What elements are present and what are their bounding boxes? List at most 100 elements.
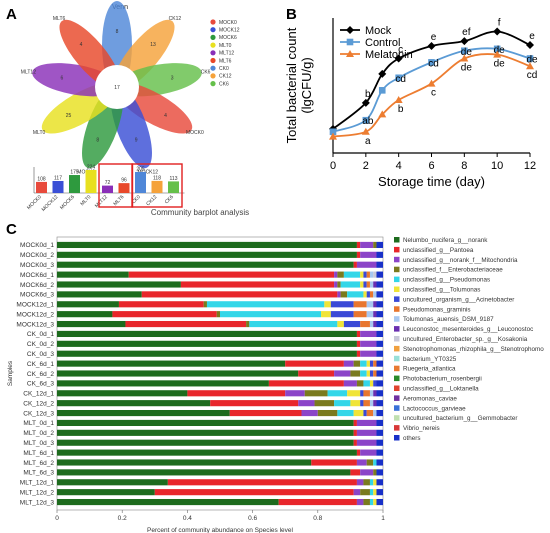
taxon-legend-swatch bbox=[394, 385, 400, 391]
community-segment bbox=[373, 301, 377, 308]
community-segment bbox=[57, 479, 168, 486]
series-point bbox=[427, 41, 436, 50]
community-segment bbox=[373, 241, 377, 249]
set-size-bar-chart: 108MOCK0117MOCK12175MOCK6224MLT072MLT129… bbox=[26, 163, 185, 213]
venn-core bbox=[95, 65, 139, 109]
legend-label-control: Control bbox=[365, 37, 400, 49]
taxon-legend-label: Tolumonas_auensis_DSM_9187 bbox=[403, 316, 494, 323]
community-segment bbox=[112, 311, 217, 318]
community-segment bbox=[373, 291, 377, 298]
community-segment bbox=[356, 449, 361, 456]
community-segment bbox=[57, 459, 312, 466]
series-point bbox=[460, 37, 469, 46]
set-bar-ck6 bbox=[168, 181, 179, 193]
set-bar-value: 96 bbox=[121, 178, 127, 184]
set-bar-mock6 bbox=[69, 175, 80, 193]
series-point bbox=[461, 47, 468, 55]
community-segment bbox=[356, 429, 377, 436]
taxon-legend-label: uncultured_organism_g__Acinetobacter bbox=[403, 296, 514, 303]
venn-legend-label: MLT6 bbox=[219, 58, 232, 64]
taxon-legend-label: unclassified_f__Enterobacteriaceae bbox=[403, 267, 503, 274]
community-segment bbox=[337, 409, 354, 417]
x-tick-label: 12 bbox=[524, 160, 536, 172]
x-tick-label: 0.8 bbox=[313, 515, 322, 522]
community-segment bbox=[353, 439, 357, 446]
community-segment bbox=[373, 281, 377, 288]
taxon-legend-swatch bbox=[394, 316, 400, 322]
series-point bbox=[394, 54, 403, 63]
sample-label: MLT_12d_1 bbox=[20, 480, 55, 487]
community-segment bbox=[366, 291, 370, 298]
series-point bbox=[394, 95, 403, 103]
significance-letter: c bbox=[398, 45, 403, 56]
venn-petal-count: 8 bbox=[96, 138, 99, 144]
community-segment bbox=[356, 261, 377, 268]
sample-label: CK_12d_3 bbox=[23, 410, 54, 417]
community-segment bbox=[334, 281, 338, 288]
community-segment bbox=[278, 498, 357, 506]
taxon-legend-label: unclassified_g__norank_f__Mitochondria bbox=[403, 257, 518, 264]
community-segment bbox=[376, 469, 383, 476]
community-segment bbox=[356, 350, 361, 357]
legend-label-melatonin: Melatonin bbox=[365, 49, 413, 61]
venn-legend-swatch bbox=[210, 34, 216, 41]
taxon-legend-swatch bbox=[394, 286, 400, 292]
community-segment bbox=[369, 360, 374, 367]
taxon-legend-label: Photobacterium_rosenbergii bbox=[403, 376, 482, 383]
significance-letter: c bbox=[431, 88, 436, 99]
taxon-legend-label: unclassified_g__Pseudomonas bbox=[403, 277, 490, 284]
series-point bbox=[329, 132, 337, 140]
sample-label: MLT_6d_2 bbox=[23, 460, 54, 467]
community-segment bbox=[376, 241, 383, 249]
venn-legend-swatch bbox=[210, 42, 216, 48]
significance-letter: de bbox=[494, 59, 506, 70]
series-point bbox=[362, 116, 370, 124]
taxon-legend-swatch bbox=[394, 306, 400, 312]
community-segment bbox=[334, 400, 351, 407]
community-segment bbox=[366, 301, 374, 308]
sample-label: MOCK6d_1 bbox=[20, 272, 54, 279]
sample-label: CK_0d_2 bbox=[27, 341, 54, 348]
set-bar-mock0 bbox=[36, 181, 47, 193]
community-segment bbox=[353, 489, 361, 496]
x-tick-label: 0 bbox=[55, 515, 59, 522]
community-segment bbox=[353, 301, 367, 308]
taxon-legend-swatch bbox=[394, 435, 400, 441]
community-segment bbox=[57, 330, 357, 338]
community-segment bbox=[363, 400, 370, 407]
legend-label-mock: Mock bbox=[365, 25, 392, 37]
sample-label: CK_6d_1 bbox=[27, 361, 54, 368]
community-segment bbox=[347, 291, 364, 298]
community-segment bbox=[369, 370, 374, 377]
community-segment bbox=[57, 409, 230, 417]
significance-letter: e bbox=[529, 31, 535, 42]
venn-petal-count: 8 bbox=[116, 29, 119, 35]
community-segment bbox=[321, 311, 331, 318]
community-segment bbox=[57, 311, 113, 318]
series-point bbox=[378, 69, 387, 78]
series-point bbox=[526, 41, 534, 49]
community-segment bbox=[376, 439, 383, 446]
community-segment bbox=[330, 301, 354, 308]
community-segment bbox=[57, 370, 299, 377]
community-segment bbox=[125, 320, 247, 328]
venn-legend-label: MOCK0 bbox=[219, 20, 237, 26]
community-segment bbox=[327, 390, 348, 397]
venn-petal-label: MLT12 bbox=[21, 69, 36, 75]
community-segment bbox=[376, 291, 383, 298]
community-segment bbox=[298, 400, 315, 407]
community-segment bbox=[57, 261, 354, 268]
community-segment bbox=[57, 469, 351, 476]
community-segment bbox=[366, 271, 370, 278]
set-bar-mock12 bbox=[52, 180, 64, 193]
community-segment bbox=[376, 459, 383, 466]
community-segment bbox=[356, 479, 364, 486]
taxon-legend-swatch bbox=[394, 345, 400, 352]
community-segment bbox=[363, 281, 367, 288]
community-segment bbox=[353, 429, 357, 436]
community-segment bbox=[356, 439, 377, 446]
series-point bbox=[460, 54, 469, 62]
community-segment bbox=[167, 479, 357, 486]
venn-legend-label: MOCK6 bbox=[219, 35, 237, 41]
x-tick-label: 2 bbox=[363, 160, 369, 172]
